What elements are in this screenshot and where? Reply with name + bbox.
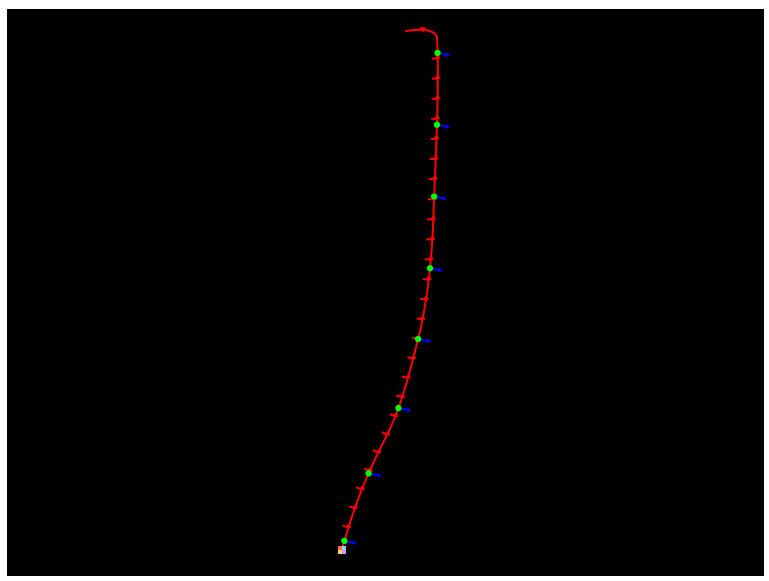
pose-arrow-icon: [348, 503, 358, 510]
pose-arrow-head: [345, 522, 352, 529]
pose-arrow-icon: [419, 294, 429, 301]
pose-arrow-tick: [419, 297, 427, 301]
waypoint[interactable]: [341, 537, 358, 545]
pose-arrow-head: [419, 314, 426, 321]
pose-arrow-head: [384, 430, 390, 437]
pose-arrow-icon: [355, 484, 365, 491]
waypoint-dot-icon: [430, 193, 438, 200]
pose-arrow-icon: [372, 448, 381, 455]
pose-arrow-head: [432, 154, 439, 160]
direction-arrow-head: [438, 267, 444, 273]
origin-marker-icon-br: [342, 550, 346, 554]
waypoint-dot-icon: [426, 265, 434, 272]
origin-marker-icon-bl: [338, 550, 342, 554]
pose-arrow-icon: [427, 214, 437, 221]
pose-arrow-head: [410, 353, 417, 360]
pose-arrow-icon: [381, 430, 390, 437]
direction-arrow-head: [446, 52, 451, 57]
direction-arrow-head: [352, 540, 358, 545]
waypoints-layer: [341, 49, 451, 545]
direction-arrow-head: [406, 407, 412, 413]
pose-arrow-icon: [431, 73, 441, 80]
pose-arrow-icon: [431, 93, 441, 100]
pose-arrow-head: [431, 174, 438, 180]
pose-arrow-head: [375, 448, 381, 455]
waypoint[interactable]: [426, 265, 444, 273]
pose-arrow-head: [359, 484, 365, 491]
origin-marker-icon-tl: [338, 546, 342, 550]
waypoint[interactable]: [365, 470, 382, 478]
waypoint[interactable]: [433, 121, 450, 129]
pose-arrow-head: [434, 93, 441, 99]
markers-layer: [342, 27, 441, 529]
waypoint-dot-icon: [365, 470, 372, 477]
pose-arrow-head: [423, 294, 429, 301]
pose-arrow-icon: [342, 522, 352, 529]
waypoint-dot-icon: [414, 335, 422, 343]
pose-arrow-head: [433, 134, 440, 140]
origin-marker-icon-tr: [342, 546, 346, 550]
pose-arrow-head: [434, 113, 441, 119]
waypoint[interactable]: [434, 49, 451, 57]
pose-arrow-icon: [424, 254, 434, 261]
trajectory-path: [341, 28, 439, 550]
trajectory-end-arrow-icon: [419, 27, 426, 33]
trajectory-scene: [338, 27, 451, 554]
pose-arrow-head: [430, 214, 437, 220]
direction-arrow-head: [445, 124, 450, 129]
pose-arrow-head: [425, 274, 432, 281]
pose-arrow-head: [351, 503, 358, 510]
waypoint[interactable]: [414, 335, 432, 343]
pose-arrow-tick: [342, 524, 349, 529]
pose-arrow-icon: [407, 353, 417, 360]
pose-arrow-icon: [426, 234, 436, 241]
pose-arrow-head: [429, 234, 436, 240]
waypoint-dot-icon: [395, 404, 402, 412]
pose-arrow-head: [427, 254, 434, 260]
pose-arrow-head: [434, 73, 441, 79]
pose-arrow-icon: [429, 154, 439, 161]
pose-arrow-icon: [431, 113, 441, 120]
3d-viewport[interactable]: [7, 9, 764, 576]
direction-arrow-head: [426, 338, 432, 343]
waypoint[interactable]: [395, 404, 412, 413]
pose-arrow-icon: [430, 134, 440, 141]
trajectory-layer: [341, 28, 439, 550]
direction-arrow-head: [377, 472, 382, 478]
pose-arrow-icon: [416, 314, 426, 321]
pose-arrow-icon: [401, 373, 411, 380]
pose-arrow-head: [366, 466, 373, 473]
pose-arrow-head: [392, 411, 399, 418]
pose-arrow-tick: [401, 375, 409, 380]
origin-marker[interactable]: [338, 546, 346, 554]
waypoint-dot-icon: [434, 49, 441, 57]
waypoint-dot-icon: [341, 537, 348, 545]
pose-arrow-icon: [428, 174, 438, 181]
direction-arrow-head: [442, 196, 448, 201]
waypoint-dot-icon: [433, 121, 441, 128]
pose-arrow-head: [405, 373, 411, 379]
pose-arrow-head: [399, 392, 405, 399]
pose-arrow-icon: [422, 274, 432, 281]
waypoint[interactable]: [430, 193, 448, 201]
pose-arrow-icon: [389, 411, 399, 418]
pose-arrow-icon: [396, 392, 405, 399]
